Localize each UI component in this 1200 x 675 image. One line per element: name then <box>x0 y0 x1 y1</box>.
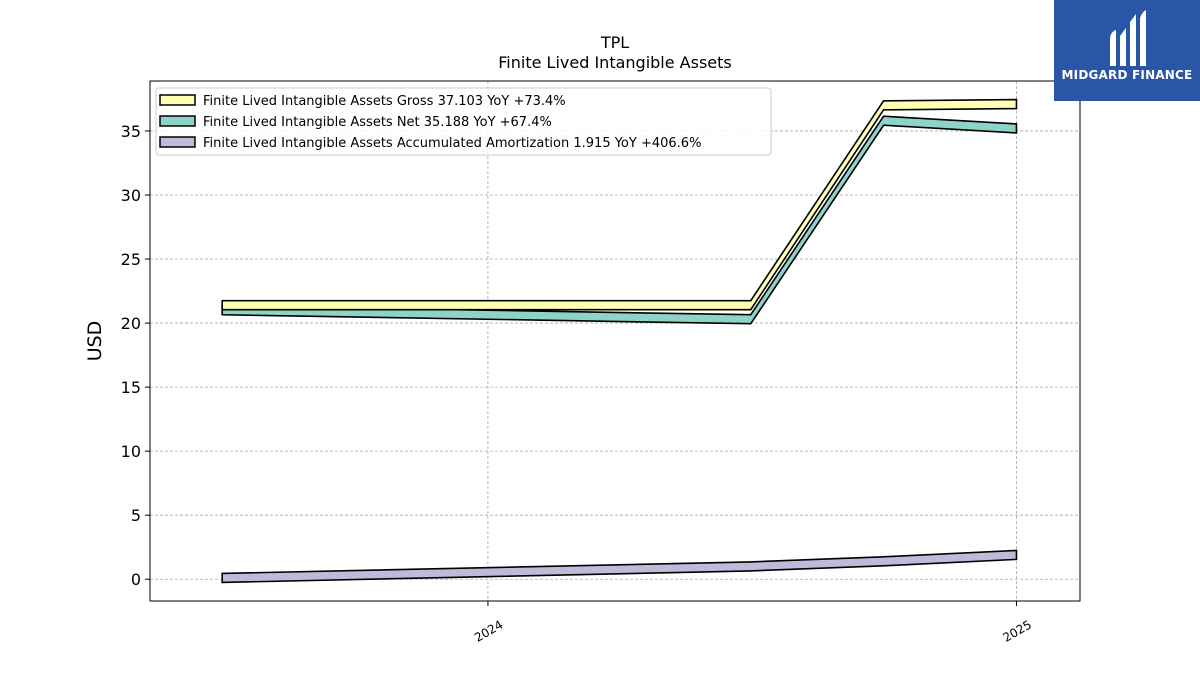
x-tick-label: 2024 <box>472 617 505 644</box>
legend-entry-label: Finite Lived Intangible Assets Gross 37.… <box>203 94 566 109</box>
logo-text: MIDGARD FINANCE <box>1061 68 1193 82</box>
y-axis-label: USD <box>84 321 106 362</box>
chart-title: TPL <box>600 33 629 52</box>
x-axis: 2024 2025 <box>472 601 1034 645</box>
legend: Finite Lived Intangible Assets Gross 37.… <box>155 87 772 156</box>
y-tick-label: 30 <box>121 186 141 205</box>
y-tick-label: 0 <box>131 570 141 589</box>
y-tick-label: 20 <box>121 314 141 333</box>
plot-area-frame <box>149 80 1081 602</box>
x-tick-label: 2025 <box>1001 617 1034 644</box>
series-line <box>221 115 1018 325</box>
y-tick-label: 35 <box>121 122 141 141</box>
y-axis: 0 5 10 15 20 25 30 35 <box>121 122 150 589</box>
midgard-finance-logo: MIDGARD FINANCE <box>1054 0 1200 101</box>
legend-swatch <box>159 115 196 127</box>
midgard-logo-icon <box>1110 10 1146 66</box>
y-tick-label: 5 <box>131 506 141 525</box>
series-line <box>221 549 1018 584</box>
chart-subtitle: Finite Lived Intangible Assets <box>498 53 731 72</box>
legend-box <box>155 87 772 156</box>
y-tick-label: 25 <box>121 250 141 269</box>
series-line <box>221 98 1018 311</box>
legend-entry-label: Finite Lived Intangible Assets Net 35.18… <box>203 115 552 130</box>
y-tick-label: 15 <box>121 378 141 397</box>
legend-entry-label: Finite Lived Intangible Assets Accumulat… <box>203 136 701 151</box>
legend-swatch <box>159 94 196 106</box>
y-tick-label: 10 <box>121 442 141 461</box>
grid <box>150 81 1080 601</box>
legend-swatch <box>159 136 196 148</box>
series-group <box>221 98 1018 584</box>
